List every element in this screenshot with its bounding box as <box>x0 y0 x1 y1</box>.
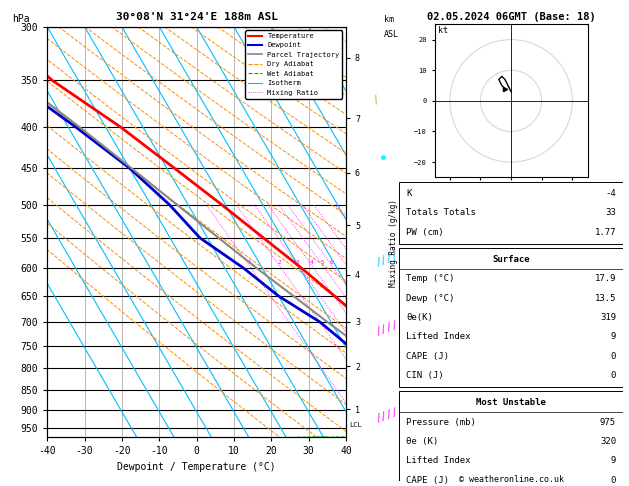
Text: 0: 0 <box>611 352 616 361</box>
Text: Totals Totals: Totals Totals <box>406 208 476 217</box>
Text: 33: 33 <box>605 208 616 217</box>
Text: θe(K): θe(K) <box>406 313 433 322</box>
Text: 1: 1 <box>247 260 251 265</box>
Text: -4: -4 <box>605 189 616 198</box>
Text: Surface: Surface <box>493 255 530 264</box>
Text: Most Unstable: Most Unstable <box>476 398 546 407</box>
Text: 9: 9 <box>611 456 616 466</box>
Text: CIN (J): CIN (J) <box>406 371 443 380</box>
Text: Lifted Index: Lifted Index <box>406 332 470 342</box>
Text: 17.9: 17.9 <box>594 274 616 283</box>
Bar <box>399 392 623 486</box>
Text: 6: 6 <box>330 260 333 265</box>
Text: 13.5: 13.5 <box>594 294 616 303</box>
Text: 02.05.2024 06GMT (Base: 18): 02.05.2024 06GMT (Base: 18) <box>426 12 596 22</box>
Text: CAPE (J): CAPE (J) <box>406 352 449 361</box>
Text: hPa: hPa <box>13 14 30 24</box>
Text: 30°08'N 31°24'E 188m ASL: 30°08'N 31°24'E 188m ASL <box>116 12 277 22</box>
Text: Mixing Ratio (g/kg): Mixing Ratio (g/kg) <box>389 199 398 287</box>
Legend: Temperature, Dewpoint, Parcel Trajectory, Dry Adiabat, Wet Adiabat, Isotherm, Mi: Temperature, Dewpoint, Parcel Trajectory… <box>245 30 342 99</box>
Text: © weatheronline.co.uk: © weatheronline.co.uk <box>459 474 564 484</box>
Text: Dewp (°C): Dewp (°C) <box>406 294 455 303</box>
Text: 320: 320 <box>600 437 616 446</box>
Text: K: K <box>406 189 411 198</box>
Text: /: / <box>371 94 382 106</box>
Text: ASL: ASL <box>384 30 399 39</box>
Text: 3: 3 <box>296 260 300 265</box>
Text: 2: 2 <box>277 260 281 265</box>
Bar <box>399 248 623 387</box>
Text: 4: 4 <box>309 260 313 265</box>
Text: ●: ● <box>381 153 386 162</box>
Text: ////: //// <box>374 320 400 337</box>
Text: kt: kt <box>438 26 448 35</box>
Bar <box>399 182 623 243</box>
Text: 0: 0 <box>611 476 616 485</box>
Text: Lifted Index: Lifted Index <box>406 456 470 466</box>
X-axis label: Dewpoint / Temperature (°C): Dewpoint / Temperature (°C) <box>117 462 276 472</box>
Text: LCL: LCL <box>349 422 362 428</box>
Text: PW (cm): PW (cm) <box>406 228 443 237</box>
Text: 319: 319 <box>600 313 616 322</box>
Text: ////: //// <box>374 251 400 268</box>
Text: 1.77: 1.77 <box>594 228 616 237</box>
Text: km: km <box>384 15 394 24</box>
Text: 0: 0 <box>611 371 616 380</box>
Text: θe (K): θe (K) <box>406 437 438 446</box>
Text: Temp (°C): Temp (°C) <box>406 274 455 283</box>
Text: CAPE (J): CAPE (J) <box>406 476 449 485</box>
Text: 9: 9 <box>611 332 616 342</box>
Text: ////: //// <box>374 406 400 424</box>
Text: 5: 5 <box>321 260 325 265</box>
Text: Pressure (mb): Pressure (mb) <box>406 417 476 427</box>
Text: 975: 975 <box>600 417 616 427</box>
